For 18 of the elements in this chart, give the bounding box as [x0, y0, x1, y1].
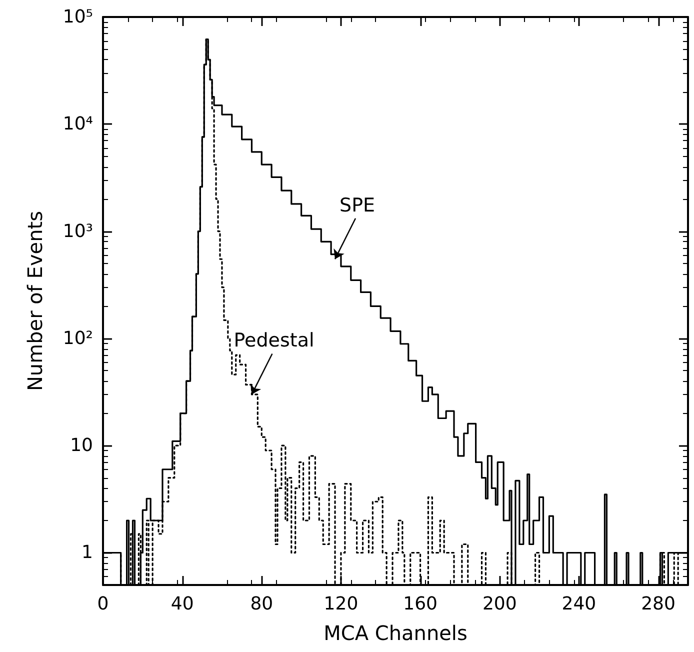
- annotation: Pedestal: [234, 330, 314, 352]
- x-tick-label: 280: [641, 594, 676, 614]
- x-axis-title: MCA Channels: [324, 621, 468, 645]
- y-tick-label: 10⁵: [62, 6, 93, 28]
- y-tick-label: 10³: [62, 220, 93, 242]
- y-tick-label: 1: [82, 542, 93, 564]
- x-tick-label: 40: [170, 594, 194, 614]
- x-tick-label: 0: [97, 594, 109, 614]
- y-axis-title: Number of Events: [23, 210, 47, 392]
- annotation: SPE: [340, 194, 376, 216]
- x-tick-label: 80: [250, 594, 274, 614]
- x-tick-label: 120: [324, 594, 358, 614]
- y-tick-label: 10⁴: [62, 114, 93, 135]
- x-tick-label: 240: [562, 594, 596, 614]
- x-tick-label: 200: [482, 594, 517, 614]
- x-tick-label: 160: [403, 594, 438, 614]
- y-tick-label: 10²: [62, 328, 93, 349]
- y-tick-label: 10: [70, 435, 93, 456]
